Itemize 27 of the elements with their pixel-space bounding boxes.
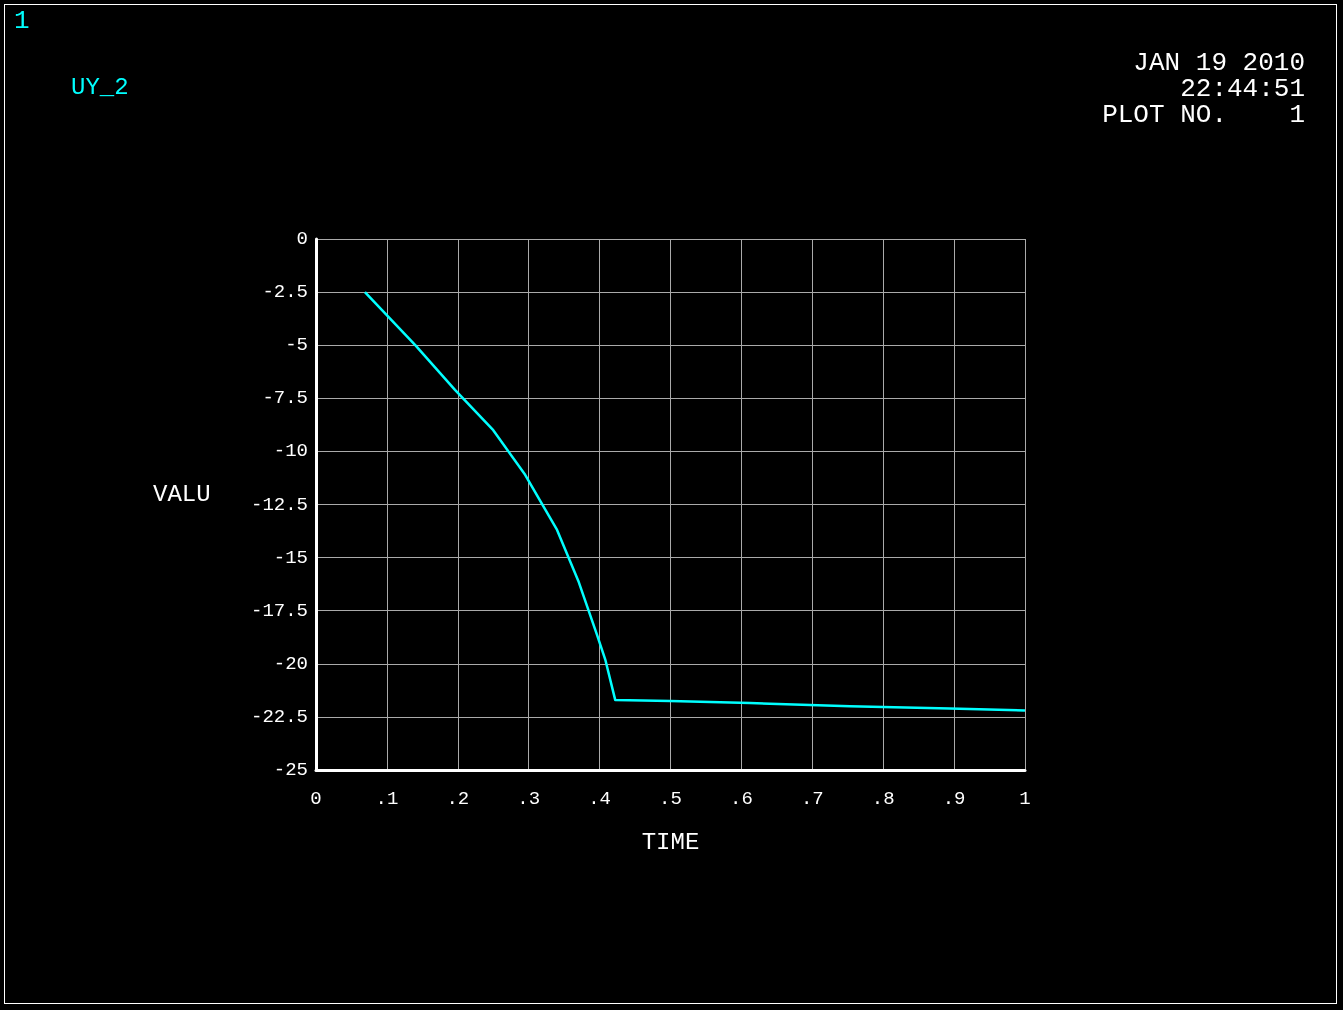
y-tick-label: -5 <box>285 334 308 357</box>
y-tick-label: 0 <box>296 228 308 250</box>
x-tick-label: .6 <box>729 788 753 810</box>
x-tick-label: .7 <box>800 788 824 810</box>
y-tick-label: -17.5 <box>250 599 308 622</box>
x-axis-title: TIME <box>641 828 700 856</box>
y-axis-title: VALU <box>153 480 211 508</box>
x-tick-label: .4 <box>588 788 612 810</box>
x-tick-label: .5 <box>659 788 682 810</box>
y-tick-label: -22.5 <box>250 705 308 728</box>
x-tick-label: .1 <box>375 788 399 810</box>
y-tick-label: -25 <box>273 759 308 781</box>
y-tick-label: -2.5 <box>262 281 308 304</box>
y-tick-label: -7.5 <box>262 387 308 410</box>
x-tick-label: .2 <box>446 788 470 810</box>
y-tick-label: -15 <box>273 546 308 569</box>
x-tick-label: 1 <box>1019 788 1031 810</box>
y-tick-label: -20 <box>273 652 308 675</box>
text: UY_2 <box>71 73 129 101</box>
y-tick-label: -10 <box>273 440 308 463</box>
line-series <box>363 290 1027 712</box>
x-tick-label: .3 <box>517 788 541 810</box>
x-tick-label: 0 <box>310 788 322 810</box>
x-tick-label: .9 <box>942 788 966 810</box>
y-tick-label: -12.5 <box>250 493 308 516</box>
x-tick-label: .8 <box>871 788 895 810</box>
text: 1 <box>14 6 30 36</box>
